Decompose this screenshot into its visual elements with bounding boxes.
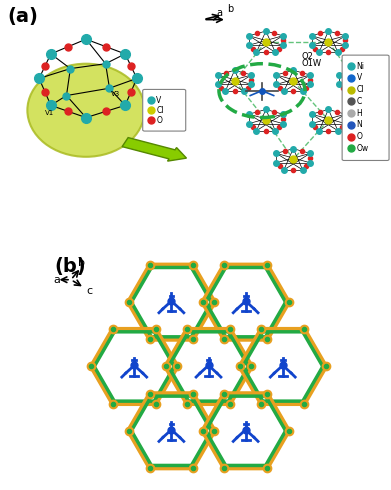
Text: H: H [357,109,362,118]
Text: Ni: Ni [357,62,364,71]
Text: V: V [357,74,362,82]
Text: Cl: Cl [156,106,164,115]
Text: O1W: O1W [301,59,321,68]
Text: O2: O2 [301,52,313,61]
FancyBboxPatch shape [342,55,389,161]
Text: b: b [228,4,234,14]
Text: O: O [156,116,162,124]
FancyArrow shape [122,138,187,161]
Ellipse shape [27,64,145,157]
Text: N: N [357,121,362,129]
Text: Cl: Cl [357,85,364,94]
Text: V3: V3 [111,91,121,97]
FancyBboxPatch shape [143,89,186,131]
Text: a: a [216,8,222,18]
Text: V: V [156,96,161,105]
Text: (b): (b) [55,257,86,276]
Text: a: a [54,275,60,285]
Text: C: C [357,97,362,106]
Text: V1: V1 [45,110,54,116]
Text: Ow: Ow [357,144,369,153]
Text: b: b [79,258,86,269]
Text: O: O [357,132,362,141]
Text: (a): (a) [8,7,39,26]
Text: c: c [86,286,92,296]
